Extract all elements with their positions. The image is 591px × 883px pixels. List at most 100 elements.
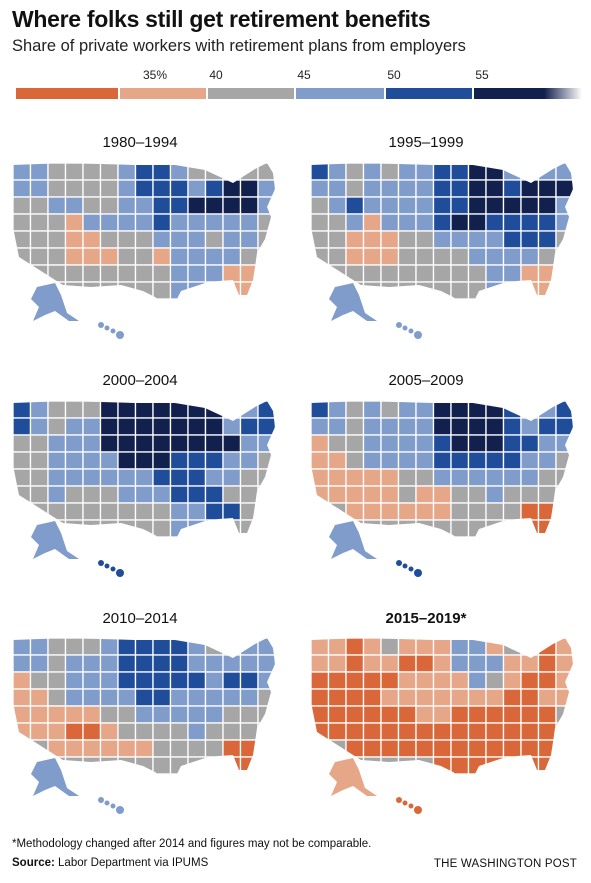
state-region — [327, 688, 347, 707]
state-region — [345, 722, 365, 741]
state-region — [47, 722, 67, 741]
state-region — [29, 468, 49, 487]
state-region — [222, 502, 242, 521]
state-region — [362, 705, 382, 724]
state-region — [239, 417, 259, 436]
state-region — [485, 179, 505, 198]
state-region — [187, 654, 207, 673]
state-region — [82, 451, 102, 470]
state-region — [502, 502, 522, 521]
state-region — [485, 213, 505, 232]
state-region — [380, 264, 400, 283]
state-region — [327, 722, 347, 741]
state-region — [310, 637, 330, 656]
state-region — [432, 451, 452, 470]
hawaii-island — [98, 560, 104, 566]
state-region — [187, 213, 207, 232]
state-region — [362, 162, 382, 181]
state-region — [29, 179, 49, 198]
state-region — [12, 196, 32, 215]
state-region — [239, 196, 259, 215]
state-region — [502, 468, 522, 487]
state-region — [362, 671, 382, 690]
state-region — [310, 196, 330, 215]
legend-tick-50: 50 — [387, 68, 401, 82]
state-region — [82, 213, 102, 232]
state-region — [239, 230, 259, 249]
state-region — [47, 230, 67, 249]
state-region — [64, 705, 84, 724]
state-region — [134, 637, 154, 656]
state-region — [397, 637, 417, 656]
alaska — [329, 521, 377, 559]
hawaii-island — [408, 328, 414, 334]
state-region — [345, 230, 365, 249]
state-region — [537, 705, 557, 724]
state-region — [47, 637, 67, 656]
state-region — [12, 637, 32, 656]
state-region — [152, 688, 172, 707]
publisher-credit: THE WASHINGTON POST — [433, 858, 577, 870]
state-region — [134, 196, 154, 215]
state-region — [327, 247, 347, 266]
hawaii-island — [414, 806, 422, 814]
state-region — [82, 468, 102, 487]
state-region — [64, 688, 84, 707]
state-region — [310, 671, 330, 690]
state-region — [222, 179, 242, 198]
state-region — [310, 654, 330, 673]
state-region — [222, 468, 242, 487]
state-region — [99, 400, 119, 419]
state-region — [152, 485, 172, 504]
hawaii-island — [402, 800, 408, 806]
state-region — [432, 213, 452, 232]
state-region — [134, 705, 154, 724]
state-region — [152, 400, 172, 419]
state-region — [397, 162, 417, 181]
state-region — [432, 722, 452, 741]
state-region — [29, 196, 49, 215]
state-region — [345, 688, 365, 707]
hawaii-island — [98, 322, 104, 328]
legend-tick-55: 55 — [475, 68, 489, 82]
state-region — [380, 502, 400, 521]
legend-bin-under-35 — [16, 88, 120, 99]
state-region — [380, 196, 400, 215]
state-region — [362, 502, 382, 521]
state-region — [362, 451, 382, 470]
state-region — [502, 434, 522, 453]
state-region — [327, 468, 347, 487]
state-region — [82, 739, 102, 758]
state-region — [47, 671, 67, 690]
state-region — [327, 434, 347, 453]
state-region — [537, 213, 557, 232]
state-region — [397, 417, 417, 436]
state-region — [29, 451, 49, 470]
state-region — [345, 400, 365, 419]
state-region — [204, 264, 224, 283]
state-region — [29, 722, 49, 741]
state-region — [12, 400, 32, 419]
state-region — [134, 502, 154, 521]
state-region — [82, 162, 102, 181]
state-region — [450, 213, 470, 232]
state-region — [29, 654, 49, 673]
state-region — [152, 247, 172, 266]
state-region — [520, 722, 540, 741]
state-region — [450, 264, 470, 283]
state-region — [397, 400, 417, 419]
state-region — [47, 196, 67, 215]
state-region — [327, 230, 347, 249]
state-region — [467, 230, 487, 249]
state-region — [117, 247, 137, 266]
state-region — [29, 230, 49, 249]
state-region — [467, 434, 487, 453]
state-region — [467, 739, 487, 758]
state-region — [467, 179, 487, 198]
state-region — [204, 705, 224, 724]
state-region — [99, 213, 119, 232]
state-region — [380, 485, 400, 504]
state-region — [134, 434, 154, 453]
state-region — [415, 502, 435, 521]
state-region — [12, 688, 32, 707]
